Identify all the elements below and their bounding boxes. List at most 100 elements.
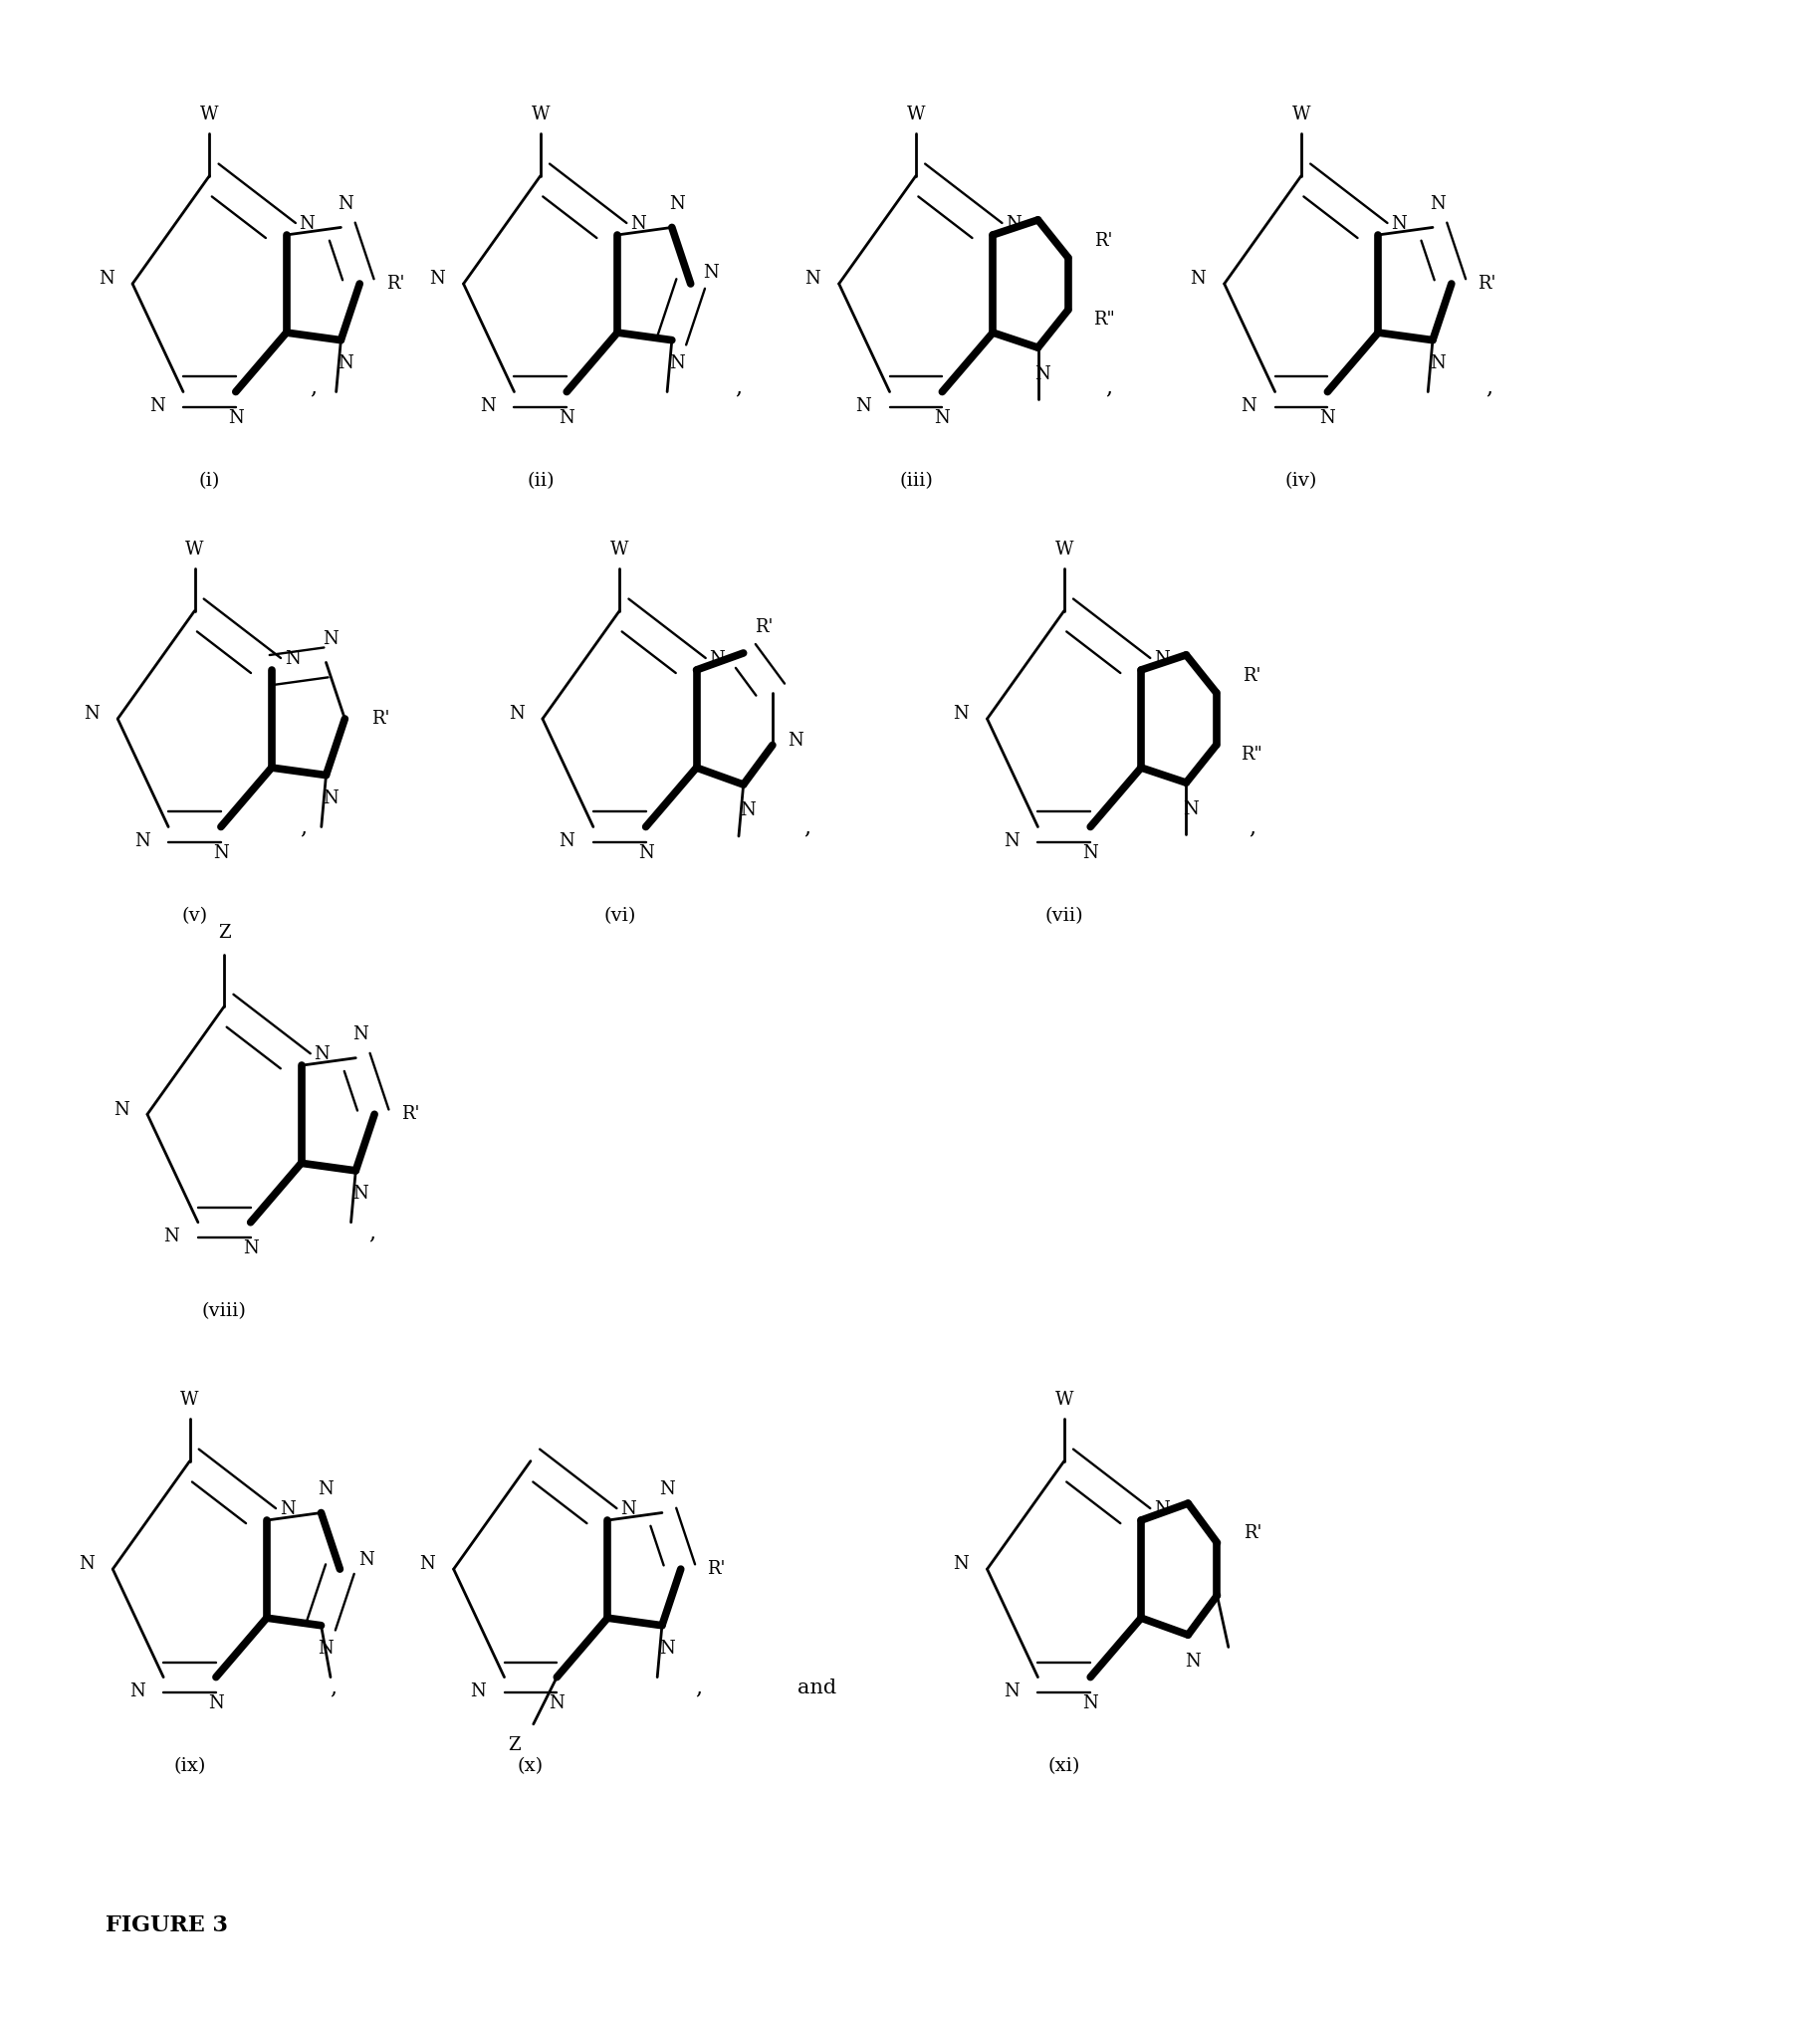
Text: N: N [113,1101,129,1119]
Text: ,: , [695,1676,703,1698]
Text: N: N [284,649,300,668]
Text: ,: , [1105,377,1112,399]
Text: (v): (v) [182,908,207,926]
Text: W: W [200,105,218,123]
Text: (xi): (xi) [1048,1757,1081,1775]
Text: N: N [804,270,821,288]
Text: N: N [659,1640,675,1658]
Text: N: N [78,1555,95,1573]
Text: N: N [470,1682,486,1700]
Text: N: N [559,409,575,428]
Text: N: N [1083,1694,1097,1712]
Text: N: N [1006,214,1021,232]
Text: N: N [1083,845,1097,861]
Text: N: N [353,1025,368,1043]
Text: N: N [207,1694,224,1712]
Text: R': R' [1243,1525,1261,1543]
Text: N: N [84,706,100,722]
Text: ,: , [804,817,810,839]
Text: N: N [559,831,575,849]
Text: N: N [741,803,755,819]
Text: N: N [1185,1652,1201,1670]
Text: ,: , [1249,817,1256,839]
Text: and: and [797,1678,837,1696]
Text: N: N [934,409,950,428]
Text: N: N [318,1480,333,1499]
Text: (vii): (vii) [1045,908,1083,926]
Text: N: N [322,791,339,807]
Text: N: N [710,649,724,668]
Text: N: N [213,845,229,861]
Text: N: N [668,355,684,373]
Text: N: N [1154,649,1170,668]
Text: N: N [430,270,446,288]
Text: R': R' [386,274,404,292]
Text: N: N [639,845,653,861]
Text: FIGURE 3: FIGURE 3 [106,1914,228,1936]
Text: N: N [298,214,315,232]
Text: Z: Z [218,924,231,942]
Text: N: N [704,264,719,282]
Text: W: W [186,541,204,559]
Text: W: W [531,105,550,123]
Text: N: N [129,1682,146,1700]
Text: (i): (i) [198,472,220,490]
Text: ,: , [300,817,308,839]
Text: N: N [1190,270,1207,288]
Text: W: W [1056,541,1074,559]
Text: N: N [659,1480,675,1499]
Text: ,: , [1485,377,1492,399]
Text: N: N [98,270,115,288]
Text: N: N [419,1555,435,1573]
Text: N: N [318,1640,333,1658]
Text: N: N [480,397,495,416]
Text: N: N [1005,1682,1019,1700]
Text: R': R' [755,617,773,635]
Text: N: N [954,1555,968,1573]
Text: N: N [1036,365,1050,383]
Text: R': R' [400,1105,419,1123]
Text: R": R" [1241,746,1263,764]
Text: N: N [954,706,968,722]
Text: N: N [1429,196,1445,214]
Text: (iv): (iv) [1285,472,1318,490]
Text: (vi): (vi) [604,908,635,926]
Text: N: N [1390,214,1407,232]
Text: N: N [1183,801,1199,819]
Text: ,: , [309,377,317,399]
Text: N: N [322,629,339,647]
Text: (x): (x) [517,1757,544,1775]
Text: W: W [1292,105,1310,123]
Text: ,: , [369,1222,377,1244]
Text: W: W [906,105,925,123]
Text: N: N [149,397,166,416]
Text: R': R' [371,710,389,728]
Text: N: N [668,196,684,214]
Text: N: N [315,1045,329,1063]
Text: N: N [1429,355,1445,373]
Text: N: N [135,831,149,849]
Text: N: N [1241,397,1256,416]
Text: N: N [508,706,524,722]
Text: N: N [1320,409,1336,428]
Text: N: N [280,1501,295,1519]
Text: ,: , [735,377,741,399]
Text: N: N [228,409,244,428]
Text: R": R" [1092,311,1114,329]
Text: (viii): (viii) [202,1303,248,1321]
Text: N: N [855,397,872,416]
Text: R': R' [708,1561,726,1577]
Text: N: N [353,1186,368,1202]
Text: N: N [339,355,353,373]
Text: N: N [788,732,804,750]
Text: N: N [1005,831,1019,849]
Text: R': R' [1243,668,1261,684]
Text: W: W [1056,1392,1074,1410]
Text: N: N [550,1694,564,1712]
Text: N: N [359,1551,375,1569]
Text: ,: , [329,1676,337,1698]
Text: N: N [339,196,353,214]
Text: Z: Z [508,1737,521,1753]
Text: (iii): (iii) [899,472,934,490]
Text: W: W [180,1392,198,1410]
